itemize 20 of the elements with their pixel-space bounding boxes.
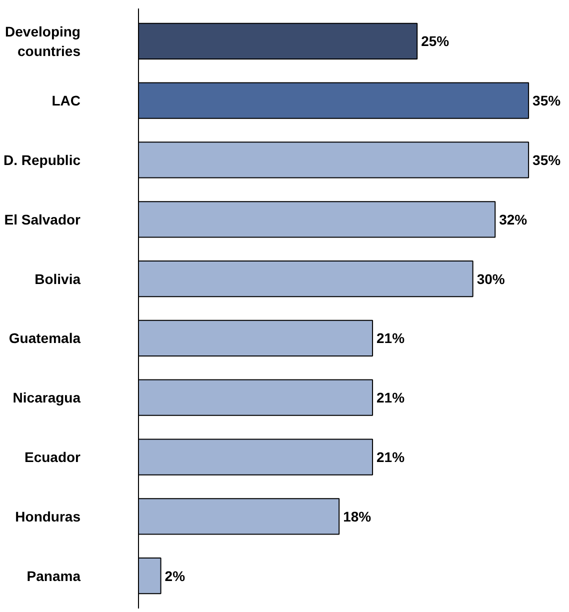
y-tick-label: Honduras [15,508,81,524]
y-tick-label: Ecuador [24,449,82,466]
y-tick-label: Guatemala [8,330,81,346]
data-label: 30% [476,270,506,287]
data-label: 32% [499,211,528,228]
y-tick-label: El Salvador [4,211,82,228]
data-label: 18% [343,508,372,524]
y-tick-label: Nicaragua [12,390,81,406]
y-tick-label: LAC [52,92,81,109]
data-label: 21% [376,449,406,466]
data-label: 21% [376,330,406,346]
data-label: 25% [421,33,450,50]
y-tick-label: Bolivia [34,270,81,287]
data-label: 2% [164,568,186,584]
y-tick-label: Developing countries [5,24,81,59]
y-tick-label: D. Republic [3,152,81,168]
data-label: 35% [532,92,562,109]
data-label: 35% [532,152,562,168]
data-label: 21% [376,390,406,406]
y-tick-label: Panama [26,568,81,584]
